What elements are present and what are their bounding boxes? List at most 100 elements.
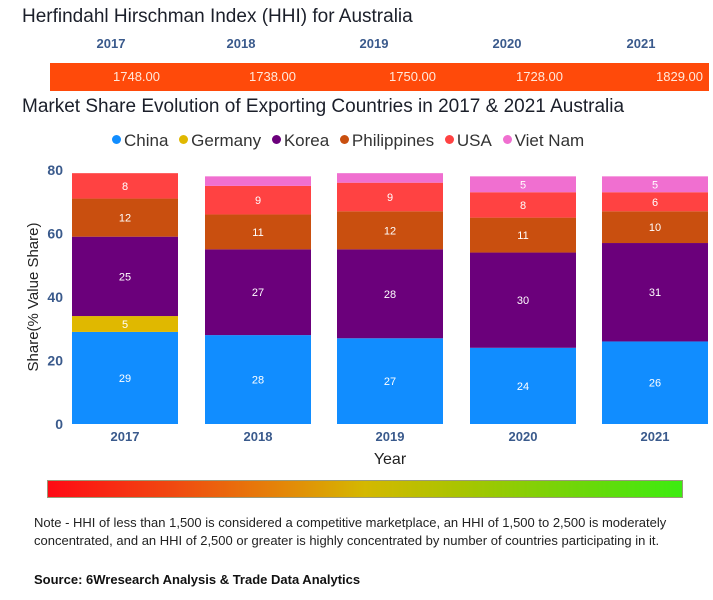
y-tick-label: 0: [55, 416, 63, 432]
bar-segment-china[interactable]: [72, 331, 178, 424]
legend-label: Viet Nam: [514, 131, 585, 150]
data-label: 8: [520, 200, 526, 212]
data-label: 5: [652, 179, 658, 191]
data-label: 29: [119, 373, 131, 385]
data-label: 31: [649, 287, 661, 299]
bar-segment-philippines[interactable]: [72, 198, 178, 237]
legend-dot-icon: [112, 135, 121, 145]
data-label: 12: [119, 213, 131, 225]
hhi-value: 1738.00: [249, 69, 296, 84]
data-label: 30: [517, 295, 529, 307]
hhi-year-label: 2020: [492, 36, 522, 51]
y-axis: 0 20 40 60 80: [47, 162, 63, 432]
hhi-value: 1728.00: [516, 69, 563, 84]
data-label: 11: [252, 227, 263, 239]
bar-segment-korea[interactable]: [337, 249, 443, 339]
hhi-year-label: 2018: [226, 36, 256, 51]
data-label: 24: [517, 381, 529, 393]
x-tick-label: 2020: [509, 429, 538, 444]
bar-segment-korea[interactable]: [602, 243, 708, 342]
legend-item-germany[interactable]: Germany: [179, 131, 261, 151]
bar-stack-2018: 28 27 11 9: [205, 176, 311, 424]
hhi-year-label: 2017: [96, 36, 126, 51]
y-axis-title: Share(% Value Share): [25, 223, 42, 372]
y-tick-label: 80: [47, 162, 63, 178]
hhi-year-label: 2019: [359, 36, 389, 51]
data-label: 8: [122, 181, 128, 193]
legend-item-china[interactable]: China: [112, 131, 168, 151]
stacked-bar-chart: 0 20 40 60 80 29 5 25 12 8 28 27 11 9 27 28 12 9 24 30 11 8 5…: [25, 162, 708, 468]
x-tick-label: 2018: [244, 429, 273, 444]
legend-label: Germany: [191, 131, 262, 150]
y-tick-label: 20: [47, 353, 63, 369]
bar-segment-viet-nam[interactable]: [470, 176, 576, 193]
data-label: 5: [122, 319, 128, 331]
bar-stack-2019: 27 28 12 9: [337, 173, 443, 424]
x-axis: 2017 2018 2019 2020 2021: [111, 429, 670, 444]
x-tick-label: 2017: [111, 429, 140, 444]
data-label: 27: [384, 376, 396, 388]
y-tick-label: 60: [47, 226, 63, 242]
legend-label: Korea: [283, 131, 330, 150]
bar-segment-philippines[interactable]: [337, 211, 443, 250]
legend-item-philippines[interactable]: Philippines: [339, 131, 435, 151]
bar-segment-usa[interactable]: [205, 185, 311, 215]
bar-segment-viet-nam[interactable]: [337, 173, 443, 183]
bar-segment-korea[interactable]: [205, 249, 311, 336]
legend-label: Philippines: [351, 131, 435, 150]
legend-dot-icon: [444, 135, 454, 145]
data-label: 10: [649, 222, 661, 234]
bar-stack-2020: 24 30 11 8 5: [470, 176, 576, 424]
legend-dot-icon: [271, 135, 281, 145]
bar-segment-philippines[interactable]: [205, 214, 311, 250]
y-tick-label: 40: [47, 289, 63, 305]
data-label: 11: [517, 230, 528, 242]
hhi-value: 1750.00: [389, 69, 436, 84]
bar-segment-korea[interactable]: [470, 252, 576, 348]
legend-item-viet-nam[interactable]: Viet Nam: [502, 131, 585, 151]
data-label: 5: [520, 179, 526, 191]
hhi-color-scale: [47, 480, 683, 498]
legend-item-korea[interactable]: Korea: [271, 131, 330, 151]
bar-segment-philippines[interactable]: [602, 211, 708, 244]
bar-segment-china[interactable]: [337, 338, 443, 424]
note-text: Note - HHI of less than 1,500 is conside…: [34, 515, 667, 548]
bar-segment-usa[interactable]: [72, 173, 178, 199]
x-tick-label: 2019: [376, 429, 405, 444]
x-tick-label: 2021: [641, 429, 670, 444]
bar-segment-viet-nam[interactable]: [602, 176, 708, 193]
bar-segment-china[interactable]: [602, 341, 708, 424]
legend-item-usa[interactable]: USA: [444, 131, 492, 151]
bar-segment-usa[interactable]: [337, 182, 443, 212]
bar-segment-china[interactable]: [470, 347, 576, 424]
bar-segment-viet-nam[interactable]: [205, 176, 311, 186]
data-label: 9: [387, 192, 393, 204]
x-axis-title: Year: [374, 451, 407, 468]
hhi-year-label: 2021: [626, 36, 656, 51]
legend-label: China: [124, 131, 169, 150]
data-label: 28: [384, 289, 396, 301]
hhi-value: 1748.00: [113, 69, 160, 84]
data-label: 26: [649, 378, 661, 390]
bar-stack-2021: 26 31 10 6 5: [602, 176, 708, 424]
bar-segment-korea[interactable]: [72, 236, 178, 317]
bar-segment-philippines[interactable]: [470, 217, 576, 253]
hhi-value: 1829.00: [656, 69, 703, 84]
data-label: 12: [384, 225, 396, 237]
bar-segment-china[interactable]: [205, 335, 311, 424]
bar-segment-usa[interactable]: [602, 192, 708, 212]
bar-segment-usa[interactable]: [470, 192, 576, 218]
legend-dot-icon: [179, 135, 189, 145]
data-label: 28: [252, 375, 264, 387]
hhi-values-bar: 1748.00 1738.00 1750.00 1728.00 1829.00: [50, 63, 709, 91]
legend-dot-icon: [339, 135, 349, 145]
data-label: 6: [652, 197, 658, 209]
bar-segment-germany[interactable]: [72, 316, 178, 332]
data-label: 25: [119, 271, 131, 283]
chart-legend: China Germany Korea Philippines USA Viet…: [112, 131, 590, 151]
legend-dot-icon: [502, 135, 512, 145]
hhi-title: Herfindahl Hirschman Index (HHI) for Aus…: [22, 6, 413, 27]
data-label: 27: [252, 287, 264, 299]
bars: 29 5 25 12 8 28 27 11 9 27 28 12 9 24 30 11 8 5 26 31 10 6 5: [72, 173, 708, 424]
bar-stack-2017: 29 5 25 12 8: [72, 173, 178, 424]
